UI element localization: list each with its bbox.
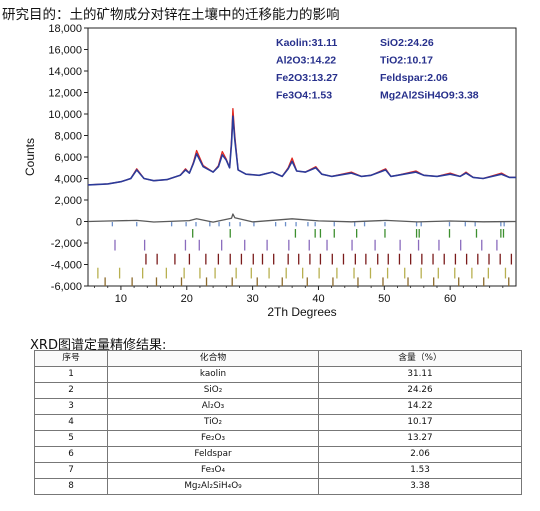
xrd-chart: Kaolin:31.11 SiO2:24.26 Al2O3:14.22 TiO2:10… [23, 23, 517, 319]
y-tick-label: 18,000 [48, 23, 82, 35]
y-tick-label: 8,000 [54, 131, 82, 143]
y-tick-label: 2,000 [54, 195, 82, 207]
x-tick-label: 60 [444, 293, 456, 305]
page-heading: 研究目的：土的矿物成分对锌在土壤中的迁移能力的影响 [2, 7, 340, 23]
annotation-label: Fe2O3:13.27 [276, 72, 338, 84]
table-cell-compound: Mg₂Al₂SiH₄O₉ [107, 478, 319, 495]
y-tick-label: 0 [76, 217, 82, 229]
table-cell-compound: Fe₂O₃ [107, 430, 319, 447]
y-tick-label: 6,000 [54, 152, 82, 164]
table-cell-index: 2 [34, 382, 108, 399]
axis-ticks: -6,000 -4,000 -2,000 0 2,000 4,000 6,000 8,000 1… [48, 23, 504, 305]
x-tick-label: 30 [246, 293, 258, 305]
table-header-row: 序号 化合物 含量（%） [34, 350, 522, 367]
annotation-label: TiO2:10.17 [380, 55, 433, 67]
table-cell-compound: Al₂O₃ [107, 398, 319, 415]
y-axis-title: Counts [23, 138, 37, 176]
y-tick-label: 4,000 [54, 174, 82, 186]
table-cell-index: 1 [34, 366, 108, 383]
annotation-label: Mg2Al2SiH4O9:3.38 [380, 90, 479, 102]
x-tick-label: 20 [181, 293, 193, 305]
table-row: 2 SiO₂ 24.26 [34, 382, 522, 399]
table-cell-index: 6 [34, 446, 108, 463]
table-row: 8 Mg₂Al₂SiH₄O₉ 3.38 [34, 478, 522, 495]
column-header-compound: 化合物 [107, 350, 319, 367]
y-tick-label: 14,000 [48, 66, 82, 78]
table-cell-content: 31.11 [318, 366, 522, 383]
table-cell-compound: Fe₃O₄ [107, 462, 319, 479]
table-cell-index: 5 [34, 430, 108, 447]
series-line-calculated [87, 115, 516, 186]
table-cell-compound: SiO₂ [107, 382, 319, 399]
y-tick-label: 10,000 [48, 109, 82, 121]
plot-frame [87, 27, 517, 287]
column-header-content: 含量（%） [318, 350, 522, 367]
y-tick-label: -2,000 [51, 238, 82, 250]
results-table: 序号 化合物 含量（%） 1 kaolin 31.11 2 SiO₂ 24.26 3 Al… [34, 350, 522, 495]
column-header-index: 序号 [34, 350, 108, 367]
table-cell-content: 3.38 [318, 478, 522, 495]
table-cell-content: 2.06 [318, 446, 522, 463]
table-row: 5 Fe₂O₃ 13.27 [34, 430, 522, 447]
y-tick-label: 16,000 [48, 45, 82, 57]
x-tick-label: 50 [378, 293, 390, 305]
table-cell-content: 13.27 [318, 430, 522, 447]
series-group [87, 107, 517, 223]
table-cell-compound: kaolin [107, 366, 319, 383]
annotation-label: Kaolin:31.11 [276, 37, 337, 49]
table-cell-compound: Feldspar [107, 446, 319, 463]
table-cell-index: 3 [34, 398, 108, 415]
table-row: 7 Fe₃O₄ 1.53 [34, 462, 522, 479]
y-tick-label: -6,000 [51, 281, 82, 293]
table-cell-index: 8 [34, 478, 108, 495]
series-line-difference [87, 213, 517, 223]
table-row: 1 kaolin 31.11 [34, 366, 522, 383]
annotation-label: Fe3O4:1.53 [276, 90, 332, 102]
annotation-label: Al2O3:14.22 [276, 55, 336, 67]
x-tick-label: 10 [115, 293, 127, 305]
annotation-group: Kaolin:31.11 SiO2:24.26 Al2O3:14.22 TiO2:10… [276, 37, 479, 102]
series-line-observed [87, 107, 516, 186]
table-row: 4 TiO₂ 10.17 [34, 414, 522, 431]
table-row: 3 Al₂O₃ 14.22 [34, 398, 522, 415]
table-cell-index: 7 [34, 462, 108, 479]
y-tick-label: -4,000 [51, 260, 82, 272]
x-tick-label: 40 [312, 293, 324, 305]
table-cell-content: 24.26 [318, 382, 522, 399]
table-cell-content: 10.17 [318, 414, 522, 431]
annotation-label: Feldspar:2.06 [380, 72, 448, 84]
table-heading: XRD图谱定量精修结果: [30, 338, 167, 353]
phase-tick-group [97, 222, 513, 286]
y-tick-label: 12,000 [48, 88, 82, 100]
table-cell-content: 14.22 [318, 398, 522, 415]
table-cell-index: 4 [34, 414, 108, 431]
table-cell-content: 1.53 [318, 462, 522, 479]
table-cell-compound: TiO₂ [107, 414, 319, 431]
annotation-label: SiO2:24.26 [380, 37, 434, 49]
x-axis-title: 2Th Degrees [267, 305, 336, 319]
table-row: 6 Feldspar 2.06 [34, 446, 522, 463]
